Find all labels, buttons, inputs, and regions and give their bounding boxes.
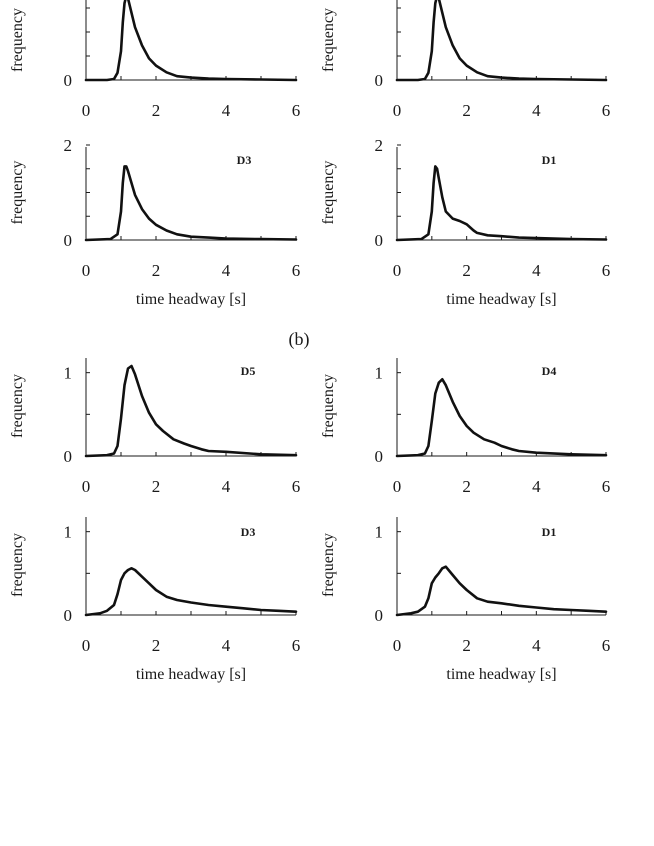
x-axis-title: time headway [s] bbox=[446, 291, 556, 308]
y-axis-title: frequency bbox=[9, 8, 26, 72]
panel-d5: 0 2 4 6 0 1 frequency D5 bbox=[9, 358, 300, 496]
x-tick-label: 4 bbox=[532, 101, 541, 120]
series-line bbox=[84, 0, 298, 82]
x-tick-label: 6 bbox=[292, 261, 301, 280]
x-axis-title: time headway [s] bbox=[136, 291, 246, 308]
x-tick-label: 4 bbox=[532, 261, 541, 280]
panel-dx: 0 2 4 6 0 frequency bbox=[320, 0, 610, 120]
x-tick-label: 0 bbox=[82, 477, 91, 496]
y-tick-label: 1 bbox=[375, 364, 384, 383]
y-axis-title: frequency bbox=[9, 533, 26, 597]
x-axis-title: time headway [s] bbox=[446, 666, 556, 683]
x-tick-label: 0 bbox=[393, 261, 402, 280]
y-tick-label: 0 bbox=[64, 606, 73, 625]
x-tick-label: 6 bbox=[602, 261, 611, 280]
y-axis-title: frequency bbox=[320, 8, 337, 72]
x-tick-label: 2 bbox=[462, 101, 471, 120]
x-tick-label: 0 bbox=[82, 261, 91, 280]
x-tick-label: 4 bbox=[532, 636, 541, 655]
x-tick-label: 0 bbox=[393, 477, 402, 496]
x-tick-label: 6 bbox=[292, 101, 301, 120]
series-line bbox=[395, 377, 608, 458]
y-tick-label: 0 bbox=[64, 447, 73, 466]
series-line bbox=[395, 565, 608, 617]
panel-label: D1 bbox=[542, 153, 557, 167]
series-line bbox=[395, 165, 608, 242]
x-tick-label: 6 bbox=[602, 101, 611, 120]
y-axis-title: frequency bbox=[320, 161, 337, 225]
x-tick-label: 4 bbox=[532, 477, 541, 496]
x-tick-label: 4 bbox=[222, 636, 231, 655]
x-tick-label: 2 bbox=[462, 477, 471, 496]
y-tick-label: 1 bbox=[64, 523, 73, 542]
series-line bbox=[84, 165, 298, 242]
x-tick-label: 4 bbox=[222, 101, 231, 120]
x-axis-title: time headway [s] bbox=[136, 666, 246, 683]
x-tick-label: 0 bbox=[82, 636, 91, 655]
panel-label: D1 bbox=[542, 525, 557, 539]
x-tick-label: 2 bbox=[152, 101, 161, 120]
x-tick-label: 6 bbox=[602, 477, 611, 496]
panel-d4: 0 2 4 6 0 1 frequency D4 bbox=[320, 358, 610, 496]
panel-d3: 0 2 4 6 0 1 frequency time headway [s] D3 bbox=[9, 517, 300, 683]
x-tick-label: 2 bbox=[152, 636, 161, 655]
y-tick-label: 0 bbox=[64, 71, 73, 90]
y-axis-title: frequency bbox=[320, 374, 337, 438]
x-tick-label: 6 bbox=[292, 636, 301, 655]
x-tick-label: 2 bbox=[462, 261, 471, 280]
y-tick-label: 0 bbox=[375, 71, 384, 90]
section-label: (b) bbox=[289, 329, 310, 350]
y-tick-label: 1 bbox=[375, 523, 384, 542]
y-tick-label: 0 bbox=[375, 447, 384, 466]
y-tick-label: 0 bbox=[375, 606, 384, 625]
panel-d2: 0 2 4 6 0 frequency bbox=[9, 0, 300, 120]
y-axis-title: frequency bbox=[9, 161, 26, 225]
x-tick-label: 0 bbox=[82, 101, 91, 120]
x-tick-label: 0 bbox=[393, 636, 402, 655]
panel-d1: 0 2 4 6 0 2 frequency time headway [s] D1 bbox=[320, 136, 610, 308]
x-tick-label: 0 bbox=[393, 101, 402, 120]
y-tick-label: 2 bbox=[375, 136, 384, 155]
y-tick-label: 0 bbox=[375, 231, 384, 250]
x-tick-label: 2 bbox=[152, 477, 161, 496]
panel-d1: 0 2 4 6 0 1 frequency time headway [s] D1 bbox=[320, 517, 610, 683]
y-tick-label: 1 bbox=[64, 364, 73, 383]
panel-label: D3 bbox=[241, 525, 256, 539]
y-tick-label: 2 bbox=[64, 136, 73, 155]
panel-label: D4 bbox=[542, 364, 557, 378]
y-axis-title: frequency bbox=[9, 374, 26, 438]
x-tick-label: 4 bbox=[222, 261, 231, 280]
y-axis-title: frequency bbox=[320, 533, 337, 597]
panel-label: D3 bbox=[237, 153, 252, 167]
series-line bbox=[84, 566, 298, 617]
y-tick-label: 0 bbox=[64, 231, 73, 250]
x-tick-label: 4 bbox=[222, 477, 231, 496]
series-line bbox=[84, 364, 298, 458]
x-tick-label: 6 bbox=[602, 636, 611, 655]
panel-label: D5 bbox=[241, 364, 256, 378]
panel-d3: 0 2 4 6 0 2 frequency time headway [s] D3 bbox=[9, 136, 300, 308]
x-tick-label: 2 bbox=[152, 261, 161, 280]
series-line bbox=[395, 0, 608, 82]
x-tick-label: 6 bbox=[292, 477, 301, 496]
x-tick-label: 2 bbox=[462, 636, 471, 655]
